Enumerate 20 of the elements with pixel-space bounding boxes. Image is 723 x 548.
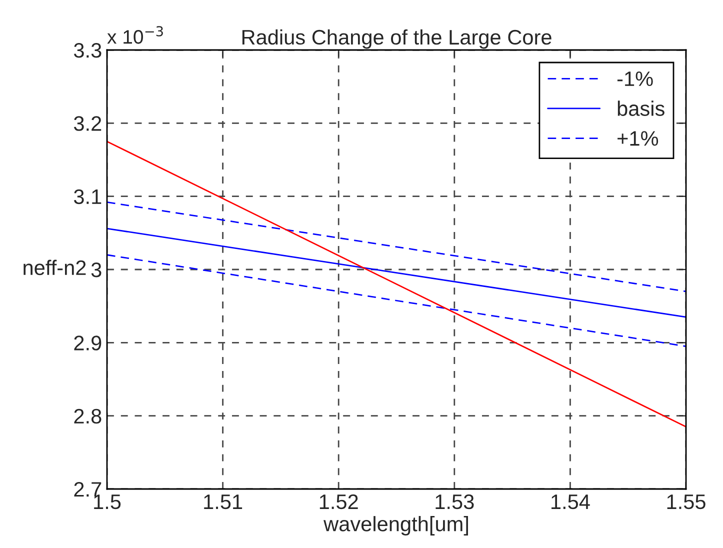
x-tick-label: 1.55 bbox=[667, 494, 706, 510]
text: x 10$^{−3}$ bbox=[107, 26, 163, 44]
y-tick-label: 3.3 bbox=[74, 43, 102, 58]
legend-label: basis bbox=[618, 100, 664, 116]
x-tick-label: 1.52 bbox=[320, 494, 358, 510]
y-tick-label: 2.7 bbox=[74, 482, 102, 497]
x-tick-label: 1.54 bbox=[552, 494, 590, 510]
y-tick-label: 2.9 bbox=[74, 336, 102, 350]
chart-title: Radius Change of the Large Core bbox=[242, 29, 552, 49]
y-tick-label: 2.8 bbox=[74, 408, 102, 424]
x-tick-label: 1.53 bbox=[436, 494, 474, 510]
y-axis-title: neff-n2 bbox=[24, 260, 86, 276]
x-tick-label: 1.51 bbox=[204, 494, 242, 510]
x-axis-title: wavelength[um] bbox=[324, 516, 468, 536]
legend-label: -1% bbox=[617, 71, 653, 86]
legend-label: +1% bbox=[618, 131, 658, 146]
y-tick-label: 3.2 bbox=[74, 116, 102, 131]
y-tick-label: 3 bbox=[91, 262, 102, 278]
y-tick-label: 3.1 bbox=[74, 189, 102, 204]
x-tick-label: 1.5 bbox=[94, 494, 121, 510]
